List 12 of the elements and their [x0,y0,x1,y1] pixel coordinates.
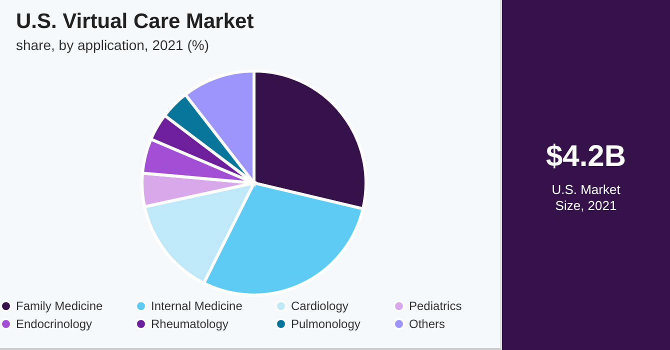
legend-label: Others [409,317,446,331]
legend-label: Family Medicine [16,299,104,314]
text: $4.2B [544,140,628,174]
legend-label: Pulmonology [291,317,360,331]
legend-label: Pediatrics [409,299,462,314]
chart-title: U.S. Virtual Care Market [16,10,254,34]
legend-label: Cardiology [291,299,348,314]
chart-subtitle: share, by application, 2021 (%) [16,37,209,53]
legend-label: Internal Medicine [151,299,243,314]
legend-label: Endocrinology [16,317,92,331]
text: U.S. Market Size, 2021 [550,182,622,214]
legend-label: Rheumatology [151,317,228,331]
